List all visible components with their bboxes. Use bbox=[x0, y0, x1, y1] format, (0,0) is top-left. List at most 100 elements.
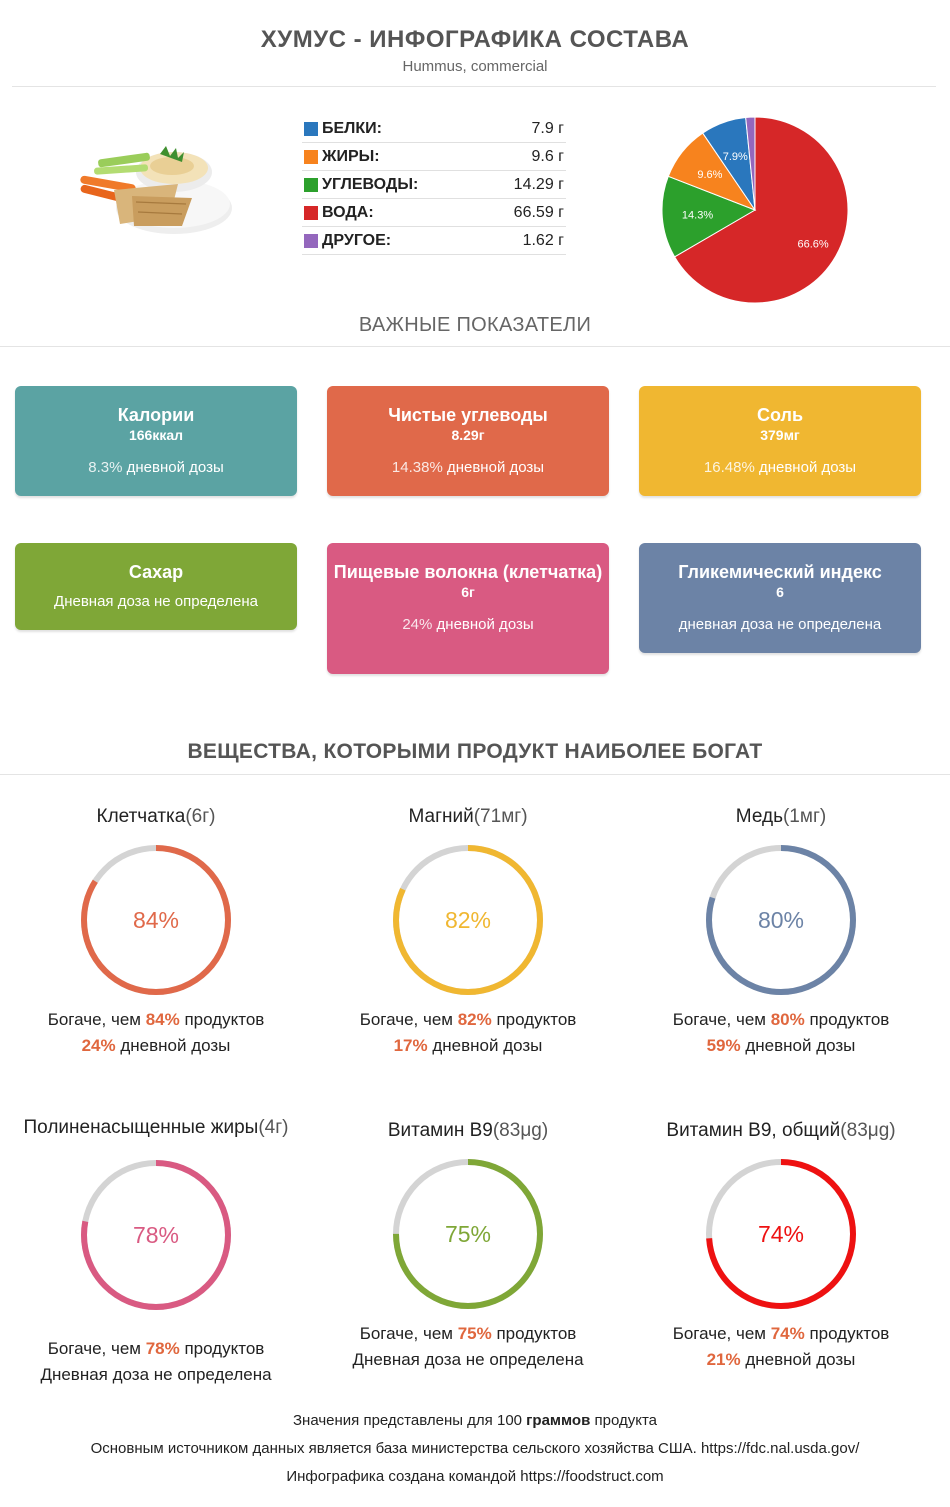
section-heading-key-indicators: ВАЖНЫЕ ПОКАЗАТЕЛИ bbox=[358, 314, 592, 336]
composition-value: 14.29 г bbox=[513, 176, 564, 193]
indicator-card: Чистые углеводы 8.29г 14.38% дневной дозы bbox=[327, 386, 609, 496]
composition-row: ДРУГОЕ: 1.62 г bbox=[302, 227, 566, 255]
richer-percent: 84% bbox=[145, 1010, 180, 1029]
composition-label: ЖИРЫ: bbox=[322, 148, 380, 165]
card-daily-text: дневной дозы bbox=[442, 459, 545, 476]
composition-row: УГЛЕВОДЫ: 14.29 г bbox=[302, 171, 566, 199]
daily-label: Дневная доза не определена bbox=[352, 1350, 584, 1369]
card-daily-value: 8.3% дневной дозы bbox=[15, 459, 297, 476]
nutrient-block: Медь(1мг) 80% Богаче, чем 80% продуктов 59%… bbox=[625, 805, 937, 1059]
page-subtitle: Hummus, commercial bbox=[402, 58, 548, 75]
nutrient-amount: (83μg) bbox=[840, 1120, 896, 1141]
daily-label: дневной дозы bbox=[740, 1350, 856, 1369]
divider bbox=[12, 86, 936, 87]
nutrient-name: Витамин В9 bbox=[387, 1120, 493, 1141]
nutrient-richer-text: Богаче, чем 82% продуктов bbox=[312, 1007, 624, 1033]
richer-prefix: Богаче, чем bbox=[672, 1324, 771, 1343]
indicator-card: Калории 166ккал 8.3% дневной дозы bbox=[15, 386, 297, 496]
nutrient-daily-text: 21% дневной дозы bbox=[625, 1347, 937, 1373]
composition-row: ВОДА: 66.59 г bbox=[302, 199, 566, 227]
composition-row: ЖИРЫ: 9.6 г bbox=[302, 143, 566, 171]
composition-label: ВОДА: bbox=[322, 204, 374, 221]
composition-value: 66.59 г bbox=[513, 204, 564, 221]
nutrient-ring: 80% bbox=[701, 840, 861, 1000]
hummus-image bbox=[80, 146, 232, 234]
ring-progress bbox=[393, 1159, 543, 1309]
daily-label: дневной дозы bbox=[427, 1036, 543, 1055]
nutrient-daily-text: Дневная доза не определена bbox=[312, 1347, 624, 1373]
nutrient-heading: Магний(71мг) bbox=[312, 805, 624, 829]
richer-prefix: Богаче, чем bbox=[359, 1010, 458, 1029]
richer-percent: 75% bbox=[457, 1324, 492, 1343]
nutrient-amount: (71мг) bbox=[473, 806, 528, 827]
nutrient-richer-text: Богаче, чем 75% продуктов bbox=[312, 1321, 624, 1347]
pie-slice bbox=[661, 175, 757, 258]
footer-text: продукта bbox=[590, 1412, 657, 1429]
indicator-card: Сахар Дневная доза не определена bbox=[15, 543, 297, 630]
indicator-card: Соль 379мг 16.48% дневной дозы bbox=[639, 386, 921, 496]
richer-prefix: Богаче, чем bbox=[359, 1324, 458, 1343]
composition-row: БЕЛКИ: 7.9 г bbox=[302, 115, 566, 143]
nutrient-name: Медь bbox=[735, 806, 783, 827]
nutrient-daily-text: Дневная доза не определена bbox=[0, 1362, 312, 1388]
nutrient-percent: 82% bbox=[444, 907, 492, 933]
nutrient-block: Витамин В9(83μg) 75% Богаче, чем 75% проду… bbox=[312, 1119, 624, 1373]
ring-progress bbox=[706, 845, 856, 995]
daily-percent: 17% bbox=[393, 1036, 428, 1055]
pie-slice bbox=[745, 116, 756, 211]
richer-suffix: продуктов bbox=[179, 1010, 265, 1029]
daily-percent: 24% bbox=[81, 1036, 116, 1055]
nutrient-ring: 82% bbox=[388, 840, 548, 1000]
pie-slice bbox=[673, 116, 849, 304]
card-note: дневная доза не определена bbox=[678, 616, 882, 633]
daily-percent: 59% bbox=[706, 1036, 741, 1055]
nutrient-percent: 75% bbox=[444, 1221, 492, 1247]
card-title: Калории bbox=[117, 405, 195, 425]
page-title: ХУМУС - ИНФОГРАФИКА СОСТАВА bbox=[260, 26, 690, 53]
card-value: 8.29г bbox=[451, 427, 485, 443]
indicator-card: Гликемический индекс 6 дневная доза не опр… bbox=[639, 543, 921, 653]
footer-text-bold: граммов bbox=[526, 1412, 591, 1429]
nutrient-amount: (83μg) bbox=[492, 1120, 549, 1141]
composition-value: 9.6 г bbox=[531, 148, 564, 165]
footer-note: Значения представлены для 100 граммов пр… bbox=[0, 1412, 950, 1429]
nutrient-name: Клетчатка bbox=[96, 806, 186, 827]
nutrient-name: Полиненасыщенные жиры bbox=[23, 1117, 259, 1138]
daily-label: дневной дозы bbox=[740, 1036, 856, 1055]
card-value: 6г bbox=[461, 584, 475, 600]
composition-pie-chart: 66.6% 14.3% 9.6%7.9% bbox=[661, 116, 849, 304]
nutrient-block: Магний(71мг) 82% Богаче, чем 82% продуктов… bbox=[312, 805, 624, 1059]
nutrient-percent: 84% bbox=[132, 907, 180, 933]
composition-label: БЕЛКИ: bbox=[322, 120, 382, 137]
nutrient-block: Клетчатка(6г) 84% Богаче, чем 84% продукто… bbox=[0, 805, 312, 1059]
card-daily-value: 24% дневной дозы bbox=[327, 616, 609, 633]
richer-prefix: Богаче, чем bbox=[47, 1339, 146, 1358]
card-daily-pct: 16.48% bbox=[703, 459, 755, 476]
composition-label: ДРУГОЕ: bbox=[322, 232, 392, 249]
card-daily-text: дневной дозы bbox=[754, 459, 857, 476]
nutrient-heading: Полиненасыщенные жиры(4г) bbox=[0, 1117, 312, 1155]
nutrient-ring: 74% bbox=[701, 1154, 861, 1314]
nutrient-ring: 75% bbox=[388, 1154, 548, 1314]
legend-swatch bbox=[304, 234, 318, 248]
nutrient-daily-text: 17% дневной дозы bbox=[312, 1033, 624, 1059]
nutrient-heading: Витамин В9(83μg) bbox=[312, 1119, 624, 1143]
ring-progress bbox=[81, 1160, 231, 1310]
richer-prefix: Богаче, чем bbox=[47, 1010, 146, 1029]
richer-suffix: продуктов bbox=[804, 1010, 890, 1029]
card-title: Гликемический индекс bbox=[678, 562, 882, 582]
nutrient-daily-text: 24% дневной дозы bbox=[0, 1033, 312, 1059]
nutrient-amount: (6г) bbox=[185, 806, 216, 827]
daily-label: Дневная доза не определена bbox=[40, 1365, 272, 1384]
card-daily-pct: 24% bbox=[402, 616, 433, 633]
divider bbox=[0, 774, 950, 775]
nutrient-block: Витамин В9, общий(83μg) 74% Богаче, чем 74… bbox=[625, 1119, 937, 1373]
pie-slice-label: 7.9% bbox=[723, 151, 748, 163]
nutrient-name: Витамин В9, общий bbox=[666, 1120, 841, 1141]
nutrient-ring: 84% bbox=[76, 840, 236, 1000]
section-heading-rich-in: ВЕЩЕСТВА, КОТОРЫМИ ПРОДУКТ НАИБОЛЕЕ БОГА… bbox=[187, 740, 763, 763]
card-daily-text: дневной дозы bbox=[432, 616, 534, 633]
composition-label: УГЛЕВОДЫ: bbox=[322, 176, 419, 193]
card-title: Соль bbox=[756, 405, 804, 425]
indicator-card: Пищевые волокна (клетчатка) 6г 24% дневной… bbox=[327, 543, 609, 674]
